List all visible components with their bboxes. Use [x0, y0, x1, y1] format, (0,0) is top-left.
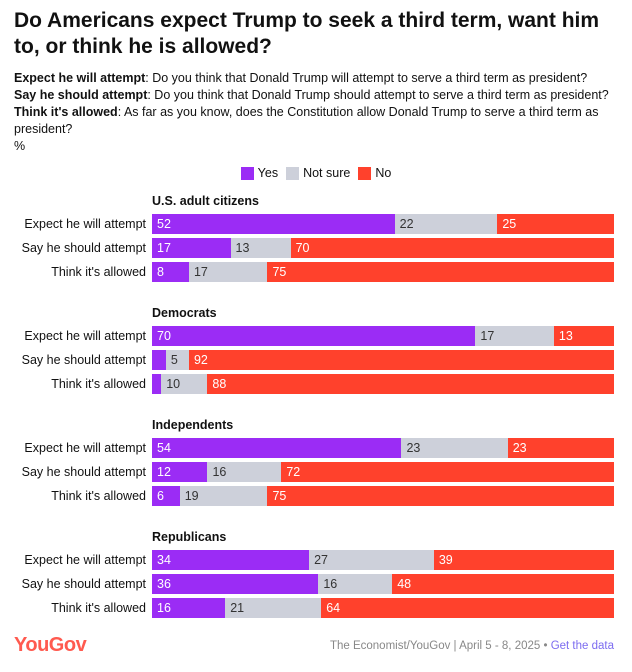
bar-segment-yes: 34 [152, 550, 310, 570]
stacked-bar: 5 92 [152, 350, 614, 370]
bar-segment-no: 88 [207, 374, 614, 394]
bar-segment-no: 75 [267, 486, 614, 506]
stacked-bar: 10 88 [152, 374, 614, 394]
get-data-link[interactable]: Get the data [550, 640, 614, 652]
bar-segment-not-sure: 27 [309, 550, 434, 570]
note-text: : As far as you know, does the Constitut… [14, 105, 599, 136]
stacked-bar: 34 27 39 [152, 550, 614, 570]
note-term: Say he should attempt [14, 88, 148, 102]
legend-swatch [240, 166, 254, 180]
note: Think it's allowed: As far as you know, … [14, 104, 624, 138]
legend-swatch [286, 166, 300, 180]
bar-segment-yes: 52 [152, 214, 395, 234]
note-term: Expect he will attempt [14, 71, 146, 85]
row-label: Think it's allowed [51, 601, 146, 615]
bar-segment-no: 25 [497, 214, 614, 234]
group-title: Independents [152, 418, 234, 432]
stacked-bar: 36 16 48 [152, 574, 614, 594]
stacked-bar: 52 22 25 [152, 214, 614, 234]
row-label: Think it's allowed [51, 265, 146, 279]
stacked-bar: 54 23 23 [152, 438, 614, 458]
bar-segment-yes: 17 [152, 238, 231, 258]
note-term: Think it's allowed [14, 105, 118, 119]
bar-segment-no: 23 [507, 438, 614, 458]
row-label: Say he should attempt [21, 465, 146, 479]
question-notes: Expect he will attempt: Do you think tha… [14, 70, 624, 155]
note: Say he should attempt: Do you think that… [14, 87, 624, 104]
row-label: Think it's allowed [51, 489, 146, 503]
bar-segment-not-sure: 22 [394, 214, 498, 234]
bar-segment-not-sure: 17 [188, 262, 268, 282]
bar-segment-not-sure: 5 [165, 350, 189, 370]
legend-label: Yes [257, 166, 279, 180]
note-text: : Do you think that Donald Trump should … [147, 88, 609, 102]
bar-segment-not-sure: 16 [207, 462, 282, 482]
bar-segment-no: 72 [281, 462, 614, 482]
legend-label: Not sure [303, 166, 351, 180]
chart-title: Do Americans expect Trump to seek a thir… [14, 9, 600, 58]
stacked-bar: 6 19 75 [152, 486, 614, 506]
group-title: Democrats [152, 306, 217, 320]
row-label: Expect he will attempt [24, 553, 146, 567]
group-title: U.S. adult citizens [152, 194, 259, 208]
bar-segment-not-sure: 13 [230, 238, 291, 258]
bar-segment-no: 70 [290, 238, 614, 258]
bar-segment-yes: 36 [152, 574, 319, 594]
bar-segment-no: 75 [267, 262, 614, 282]
bar-segment-yes [152, 374, 162, 394]
row-label: Say he should attempt [21, 577, 146, 591]
row-label: Expect he will attempt [24, 441, 146, 455]
bar-segment-not-sure: 16 [318, 574, 393, 594]
bar-segment-not-sure: 10 [161, 374, 208, 394]
legend-label: No [375, 166, 392, 180]
stacked-bar: 16 21 64 [152, 598, 614, 618]
stacked-bar: 12 16 72 [152, 462, 614, 482]
row-label: Expect he will attempt [24, 217, 146, 231]
stacked-bar: 70 17 13 [152, 326, 614, 346]
legend-item: No [358, 166, 391, 180]
stacked-bar: 8 17 75 [152, 262, 614, 282]
bar-segment-no: 39 [433, 550, 614, 570]
bar-segment-no: 13 [553, 326, 614, 346]
row-label: Expect he will attempt [24, 329, 146, 343]
bar-segment-yes: 70 [152, 326, 476, 346]
row-label: Say he should attempt [21, 353, 146, 367]
bar-segment-no: 64 [321, 598, 614, 618]
legend-swatch [358, 166, 372, 180]
bar-segment-yes: 12 [152, 462, 208, 482]
stacked-bar: 17 13 70 [152, 238, 614, 258]
legend-item: Yes [240, 166, 279, 180]
bar-segment-not-sure: 17 [475, 326, 554, 346]
bar-segment-not-sure: 21 [225, 598, 322, 618]
bar-segment-yes: 54 [152, 438, 402, 458]
source-text: The Economist/YouGov | April 5 - 8, 2025… [329, 640, 551, 652]
legend-item: Not sure [286, 166, 350, 180]
bar-segment-not-sure: 19 [179, 486, 268, 506]
group-title: Republicans [152, 530, 227, 544]
note-text: : Do you think that Donald Trump will at… [145, 71, 588, 85]
bar-segment-no: 92 [188, 350, 614, 370]
bar-segment-no: 48 [392, 574, 614, 594]
bar-segment-yes: 16 [152, 598, 226, 618]
note: Expect he will attempt: Do you think tha… [14, 70, 624, 87]
bar-segment-yes: 8 [152, 262, 189, 282]
bar-segment-not-sure: 23 [401, 438, 508, 458]
row-label: Say he should attempt [21, 241, 146, 255]
bar-segment-yes: 6 [152, 486, 180, 506]
unit-label: % [14, 139, 26, 153]
legend: Yes Not sure No [0, 166, 632, 183]
yougov-logo: YouGov [14, 634, 87, 656]
bar-segment-yes [152, 350, 166, 370]
row-label: Think it's allowed [51, 377, 146, 391]
footer-source: The Economist/YouGov | April 5 - 8, 2025… [330, 640, 614, 652]
